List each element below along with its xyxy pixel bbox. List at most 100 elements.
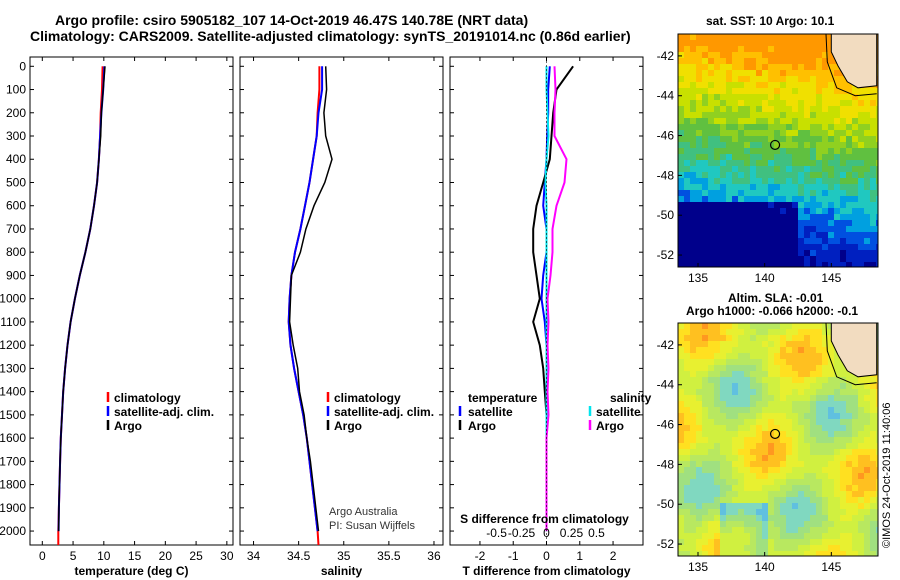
map-cell xyxy=(690,190,696,196)
map-cell xyxy=(798,425,804,431)
map-cell xyxy=(810,461,816,467)
map-cell xyxy=(684,365,690,371)
map-cell xyxy=(810,437,816,443)
map-cell xyxy=(714,214,720,220)
map-cell xyxy=(870,256,876,262)
map-cell xyxy=(696,52,702,58)
map-cell xyxy=(816,455,822,461)
map-cell xyxy=(858,244,864,250)
map-cell xyxy=(684,118,690,124)
map-cell xyxy=(708,431,714,437)
map-cell xyxy=(840,238,846,244)
shelf-contour xyxy=(825,322,877,386)
map-cell xyxy=(780,58,786,64)
map-cell xyxy=(846,226,852,232)
map-cell xyxy=(702,232,708,238)
map-cell xyxy=(846,148,852,154)
map-cell xyxy=(768,425,774,431)
map-cell xyxy=(864,136,870,142)
map-cell xyxy=(786,497,792,503)
map-cell xyxy=(768,202,774,208)
map-cell xyxy=(864,106,870,112)
map-cell xyxy=(840,497,846,503)
map-cell xyxy=(702,347,708,353)
map-cell xyxy=(816,479,822,485)
map-cell xyxy=(720,256,726,262)
map-cell xyxy=(774,413,780,419)
map-cell xyxy=(684,347,690,353)
map-cell xyxy=(780,461,786,467)
map-cell xyxy=(708,214,714,220)
map-cell xyxy=(690,431,696,437)
map-cell xyxy=(714,371,720,377)
map-cell xyxy=(834,142,840,148)
map-cell xyxy=(864,130,870,136)
map-cell xyxy=(828,64,834,70)
map-cell xyxy=(804,244,810,250)
map-cell xyxy=(810,202,816,208)
map-cell xyxy=(714,58,720,64)
map-cell xyxy=(846,112,852,118)
map-cell xyxy=(792,148,798,154)
map-cell xyxy=(696,214,702,220)
map-cell xyxy=(858,527,864,533)
map-cell xyxy=(792,365,798,371)
map-cell xyxy=(816,491,822,497)
map-cell xyxy=(780,148,786,154)
map-cell xyxy=(840,112,846,118)
map-cell xyxy=(738,208,744,214)
map-cell xyxy=(804,329,810,335)
map-cell xyxy=(702,353,708,359)
map-cell xyxy=(732,491,738,497)
map-cell xyxy=(780,34,786,40)
map-cell xyxy=(834,383,840,389)
map-cell xyxy=(798,533,804,539)
map-cell xyxy=(738,419,744,425)
map-y-tick-label: -50 xyxy=(657,497,675,511)
map-cell xyxy=(810,208,816,214)
map-cell xyxy=(870,190,876,196)
map-cell xyxy=(840,401,846,407)
map-cell xyxy=(792,461,798,467)
map-cell xyxy=(714,208,720,214)
map-cell xyxy=(786,407,792,413)
map-cell xyxy=(684,353,690,359)
map-cell xyxy=(858,100,864,106)
map-cell xyxy=(738,154,744,160)
map-cell xyxy=(822,100,828,106)
map-cell xyxy=(756,112,762,118)
map-x-tick-label: 140 xyxy=(755,560,775,574)
map-cell xyxy=(792,262,798,267)
map-cell xyxy=(804,160,810,166)
map-cell xyxy=(750,124,756,130)
map-cell xyxy=(786,533,792,539)
map-cell xyxy=(870,112,876,118)
legend-label: Argo xyxy=(468,419,496,433)
map-cell xyxy=(732,497,738,503)
map-cell xyxy=(780,431,786,437)
legend-label: satellite-adj. clim. xyxy=(114,405,214,419)
map-cell xyxy=(720,413,726,419)
map-cell xyxy=(732,347,738,353)
map-cell xyxy=(678,148,684,154)
map-cell xyxy=(720,178,726,184)
map-cell xyxy=(858,142,864,148)
map-cell xyxy=(780,100,786,106)
map-cell xyxy=(690,136,696,142)
map-cell xyxy=(870,130,876,136)
map-cell xyxy=(786,160,792,166)
map-cell xyxy=(732,76,738,82)
map-cell xyxy=(732,112,738,118)
map-cell xyxy=(864,503,870,509)
map-cell xyxy=(852,124,858,130)
map-cell xyxy=(708,208,714,214)
map-cell xyxy=(738,413,744,419)
map-cell xyxy=(750,323,756,329)
map-cell xyxy=(786,184,792,190)
map-cell xyxy=(744,172,750,178)
map-cell xyxy=(786,34,792,40)
map-cell xyxy=(780,407,786,413)
map-cell xyxy=(684,196,690,202)
map-cell xyxy=(816,82,822,88)
map-cell xyxy=(786,214,792,220)
